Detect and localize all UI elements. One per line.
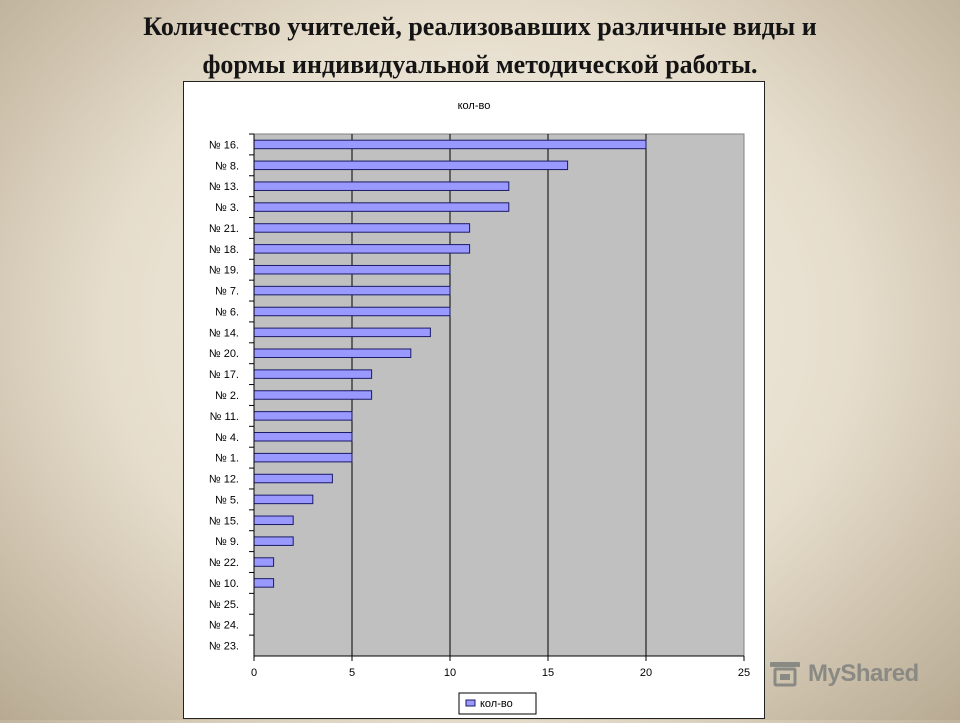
bar [253, 244, 471, 254]
y-tick-label: № 12. [209, 474, 239, 486]
bar [253, 285, 451, 296]
y-tick-label: № 11. [210, 411, 239, 423]
legend-label: кол-во [480, 698, 513, 710]
podium-icon [770, 662, 800, 687]
chart-legend: кол-во [458, 692, 537, 715]
legend-frame [458, 692, 537, 715]
bar [253, 139, 647, 150]
x-tick-label: 25 [738, 667, 750, 679]
bar [253, 160, 569, 171]
bar [253, 452, 353, 463]
slide-title-line-1: Количество учителей, реализовавших разли… [143, 12, 817, 41]
bar [253, 327, 431, 338]
y-tick-label: № 5. [215, 494, 239, 506]
bar [253, 264, 451, 275]
y-tick-label: № 8. [215, 160, 239, 172]
y-tick-label: № 16. [209, 139, 239, 151]
bar-chart: кол-во 0 5 10 15 20 25 № 16. № 8. № 13. № 3. № 21.… [209, 100, 750, 715]
y-tick-label: № 4. [215, 432, 239, 444]
bar [253, 578, 275, 588]
bar [253, 515, 294, 526]
bar [253, 202, 510, 212]
y-tick-label: № 23. [209, 641, 239, 653]
bar [253, 494, 314, 505]
y-tick-label: № 24. [209, 620, 239, 632]
x-tick-label: 0 [251, 667, 257, 679]
slide-title: Количество учителей, реализовавших разли… [40, 8, 920, 84]
y-tick-label: № 1. [215, 453, 239, 465]
bar [253, 348, 412, 358]
x-tick-label: 15 [542, 667, 554, 679]
bar [253, 369, 373, 379]
y-tick-label: № 25. [209, 599, 239, 611]
bar [253, 473, 333, 484]
x-tick-label: 20 [640, 667, 652, 679]
watermark-text: MyShared [808, 660, 919, 687]
bar [253, 181, 510, 191]
y-tick-label: № 17. [209, 369, 239, 381]
y-tick-label: № 13. [209, 181, 239, 193]
bar [253, 390, 373, 400]
legend-swatch [465, 699, 476, 707]
slide-title-line-2: формы индивидуальной методической работы… [202, 50, 758, 79]
y-tick-label: № 9. [215, 536, 239, 548]
x-tick-label: 10 [444, 667, 456, 679]
y-tick-label: № 22. [209, 557, 239, 569]
bar [253, 557, 275, 567]
chart-title: кол-во [458, 100, 491, 112]
bar [253, 536, 294, 546]
y-tick-label: № 15. [209, 515, 239, 527]
bar [253, 223, 471, 233]
bar [253, 411, 353, 421]
y-tick-label: № 2. [215, 390, 239, 402]
bar [253, 432, 353, 442]
y-tick-label: № 20. [209, 348, 239, 360]
plot-area: 0 5 10 15 20 25 № 16. № 8. № 13. № 3. № 21. № 18. № … [209, 133, 750, 679]
y-tick-label: № 19. [209, 265, 239, 277]
y-tick-label: № 7. [215, 286, 239, 298]
y-tick-label: № 21. [209, 223, 239, 235]
watermark: MyShared [768, 656, 928, 692]
x-tick-label: 5 [349, 667, 355, 679]
y-tick-label: № 18. [209, 244, 239, 256]
bar [253, 306, 451, 317]
y-tick-label: № 3. [215, 202, 239, 214]
chart-frame: кол-во 0 5 10 15 20 25 № 16. № 8. № 13. № 3. № 21.… [183, 81, 765, 719]
y-tick-label: № 14. [209, 327, 239, 339]
y-tick-label: № 6. [215, 306, 239, 318]
y-tick-label: № 10. [209, 578, 239, 590]
